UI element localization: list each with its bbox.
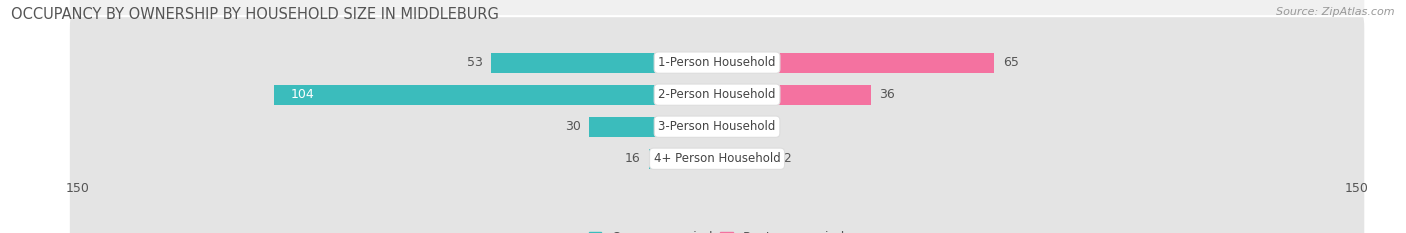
- Bar: [648, 149, 717, 169]
- Bar: [274, 85, 717, 105]
- FancyBboxPatch shape: [69, 0, 1365, 233]
- Text: Source: ZipAtlas.com: Source: ZipAtlas.com: [1277, 7, 1395, 17]
- Text: OCCUPANCY BY OWNERSHIP BY HOUSEHOLD SIZE IN MIDDLEBURG: OCCUPANCY BY OWNERSHIP BY HOUSEHOLD SIZE…: [11, 7, 499, 22]
- Bar: [717, 85, 870, 105]
- Text: 1-Person Household: 1-Person Household: [658, 56, 776, 69]
- Text: 30: 30: [565, 120, 581, 133]
- Text: 4: 4: [742, 120, 751, 133]
- Text: 3-Person Household: 3-Person Household: [658, 120, 776, 133]
- Text: 53: 53: [467, 56, 482, 69]
- Text: 104: 104: [291, 88, 315, 101]
- Bar: [717, 53, 994, 72]
- FancyBboxPatch shape: [69, 0, 1365, 233]
- Text: 16: 16: [624, 152, 640, 165]
- Legend: Owner-occupied, Renter-occupied: Owner-occupied, Renter-occupied: [585, 227, 849, 233]
- Text: 65: 65: [1002, 56, 1019, 69]
- Text: 12: 12: [776, 152, 793, 165]
- Bar: [717, 149, 768, 169]
- FancyBboxPatch shape: [69, 0, 1365, 205]
- Bar: [589, 117, 717, 137]
- Text: 2-Person Household: 2-Person Household: [658, 88, 776, 101]
- Text: 4+ Person Household: 4+ Person Household: [654, 152, 780, 165]
- Text: 36: 36: [879, 88, 894, 101]
- Bar: [717, 117, 734, 137]
- Bar: [491, 53, 717, 72]
- FancyBboxPatch shape: [69, 16, 1365, 233]
